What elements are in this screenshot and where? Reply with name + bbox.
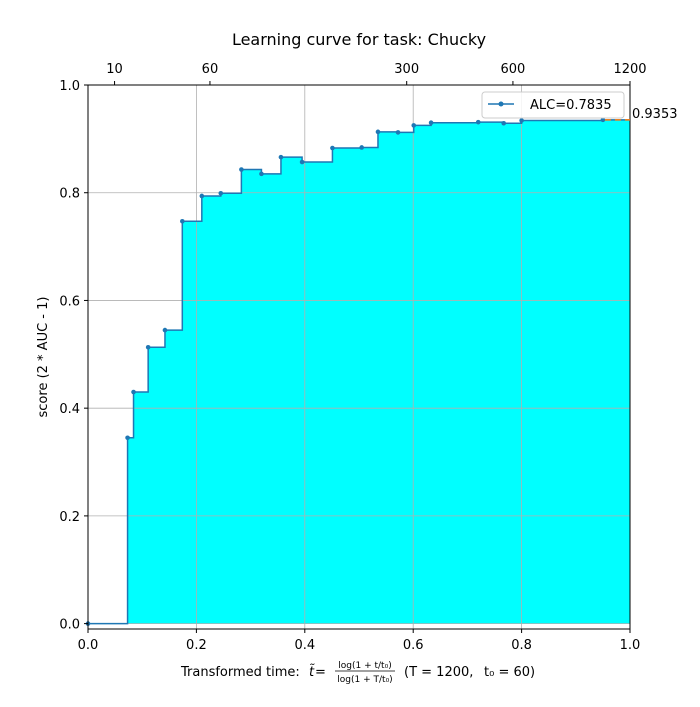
y-tick-label: 0.8: [59, 187, 80, 202]
x-axis-label-param-t0: t₀ = 60): [484, 665, 535, 680]
data-point: [239, 167, 244, 172]
grid-layer: [88, 85, 630, 629]
y-tick-label: 0.0: [59, 618, 80, 633]
ticks-layer: 0.0 0.2 0.4 0.6 0.8 1.0 0.0 0.2 0.4 0.6 0.8 1.0 10 60…: [59, 62, 646, 653]
x-axis-label-prefix: Transformed time:: [180, 665, 300, 680]
data-point: [259, 171, 264, 177]
x-tick-label: 0.8: [511, 638, 532, 653]
data-point: [395, 130, 401, 135]
axes-frame: [87, 84, 631, 630]
x-tick-label: 1.0: [620, 638, 641, 653]
data-point: [299, 159, 305, 165]
x-axis-label-numerator: log(1 + t/t₀): [338, 661, 391, 671]
data-point: [475, 119, 481, 125]
data-point: [278, 154, 284, 160]
x-tick-label: 0.6: [403, 638, 424, 653]
x-axis-label-param-T: (T = 1200,: [404, 665, 473, 680]
data-point: [411, 123, 417, 128]
data-point: [218, 190, 224, 196]
data-point: [330, 145, 335, 151]
legend-entry: ALC=0.7835: [530, 98, 612, 113]
x-tick-label: 0.2: [186, 638, 207, 653]
data-point: [162, 327, 168, 333]
y-tick-label: 0.6: [59, 294, 80, 309]
y-tick-label: 0.4: [59, 402, 80, 417]
data-point: [600, 117, 606, 123]
x-axis-label-t-tilde: t̃: [309, 665, 315, 680]
chart-title: Learning curve for task: Chucky: [232, 30, 486, 49]
data-point: [359, 145, 365, 150]
area-fill-layer: [88, 119, 630, 624]
top-tick-label: 1200: [613, 62, 646, 77]
data-point: [375, 129, 381, 135]
y-tick-label: 0.2: [59, 510, 80, 525]
top-tick-label: 600: [501, 62, 526, 77]
top-tick-label: 300: [394, 62, 419, 77]
x-tick-label: 0.4: [294, 638, 315, 653]
x-axis-label: Transformed time: t̃ = log(1 + t/t₀) log…: [180, 661, 535, 685]
top-tick-label: 10: [106, 62, 123, 77]
data-point: [199, 193, 205, 199]
data-point: [125, 435, 130, 441]
data-point: [519, 118, 524, 123]
x-tick-label: 0.0: [78, 638, 99, 653]
data-point: [428, 120, 434, 125]
data-point: [145, 345, 151, 350]
final-value-label: 0.9353: [632, 107, 678, 122]
legend: ALC=0.7835: [481, 91, 625, 119]
area-fill: [88, 119, 630, 624]
data-point: [131, 389, 136, 395]
legend-box: [481, 91, 625, 119]
x-axis-label-denominator: log(1 + T/t₀): [337, 675, 392, 685]
data-point: [501, 120, 507, 126]
series-layer: [85, 117, 630, 626]
data-point: [180, 218, 185, 224]
y-axis-label: score (2 * AUC - 1): [36, 297, 51, 418]
legend-dot-marker: [498, 101, 504, 107]
y-tick-label: 1.0: [59, 79, 80, 94]
x-axis-label-equals: =: [315, 665, 326, 680]
top-tick-label: 60: [202, 62, 219, 77]
